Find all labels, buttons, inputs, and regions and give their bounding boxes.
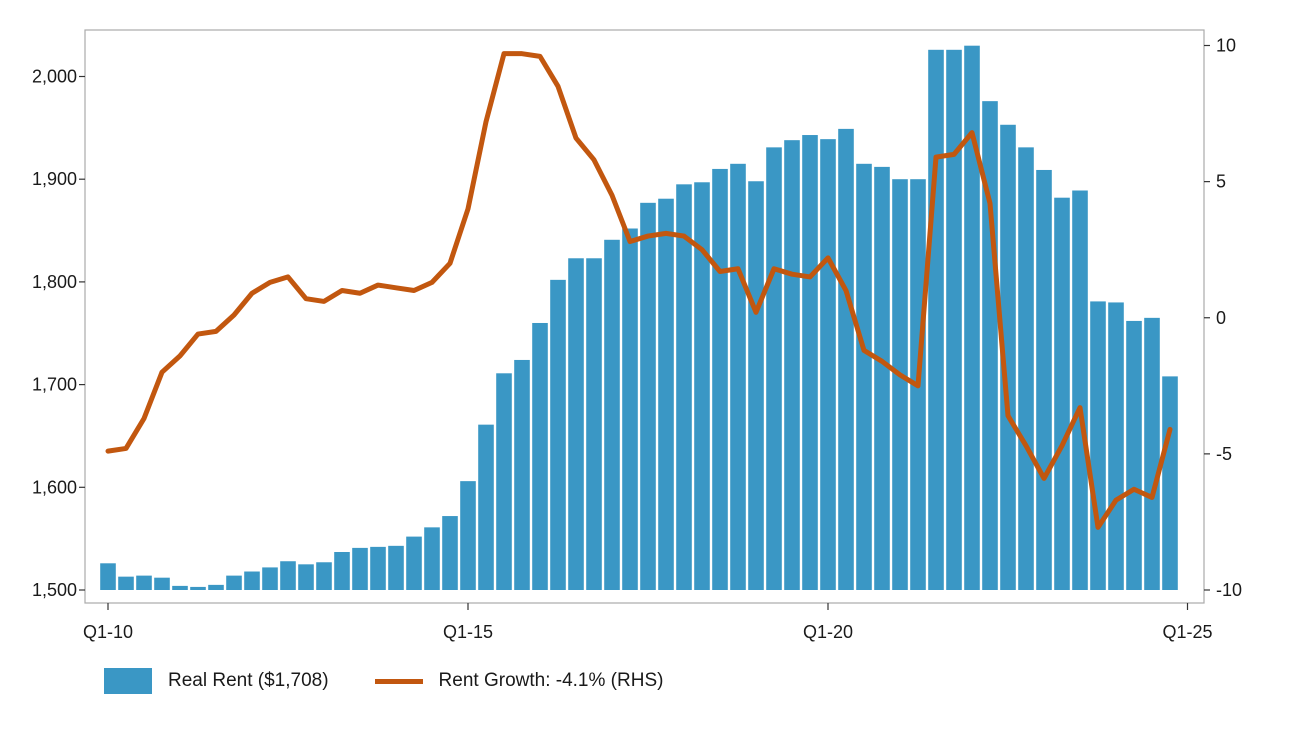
bar	[172, 585, 188, 590]
bar	[1108, 302, 1124, 590]
bar	[424, 527, 440, 590]
bar	[676, 184, 692, 590]
bar	[658, 198, 674, 590]
bar	[874, 166, 890, 590]
bar	[262, 567, 278, 590]
x-tick-label: Q1-20	[803, 622, 853, 642]
legend-item-real-rent: Real Rent ($1,708)	[104, 668, 329, 694]
bar	[118, 576, 134, 590]
bar	[856, 163, 872, 591]
bar	[712, 168, 728, 590]
bar	[370, 546, 386, 590]
bar	[334, 552, 350, 590]
left-axis: 1,500 1,600 1,700 1,800 1,900 2,000	[32, 67, 85, 600]
left-tick-label: 1,700	[32, 375, 77, 395]
left-tick-label: 1,800	[32, 272, 77, 292]
right-tick-label: 0	[1216, 308, 1226, 328]
x-tick-label: Q1-25	[1162, 622, 1212, 642]
bar	[838, 128, 854, 590]
bar	[316, 562, 332, 590]
bar	[730, 163, 746, 591]
left-tick-label: 1,900	[32, 169, 77, 189]
bar	[1072, 190, 1088, 590]
bar	[514, 359, 530, 590]
plot-frame	[84, 29, 1205, 604]
bar	[478, 424, 494, 590]
bar	[1036, 169, 1052, 590]
bar	[298, 564, 314, 590]
bar	[820, 139, 836, 590]
chart: 1,500 1,600 1,700 1,800 1,900 2,000 -10 -5 0 5 10…	[32, 29, 1242, 642]
legend-label-rent-growth: Rent Growth: -4.1% (RHS)	[438, 670, 664, 691]
legend: Real Rent ($1,708) Rent Growth: -4.1% (R…	[104, 668, 709, 694]
right-axis: -10 -5 0 5 10	[1204, 36, 1242, 600]
bar	[640, 202, 656, 590]
legend-swatch-line	[374, 678, 423, 684]
bar	[226, 575, 242, 590]
bar	[460, 481, 476, 590]
x-axis: Q1-10 Q1-15 Q1-20 Q1-25	[83, 603, 1213, 642]
left-tick-label: 2,000	[32, 67, 77, 87]
bar	[1144, 317, 1160, 590]
bar	[568, 258, 584, 590]
bar	[154, 577, 170, 590]
left-tick-label: 1,600	[32, 477, 77, 497]
right-tick-label: -10	[1216, 580, 1242, 600]
right-tick-label: 5	[1216, 172, 1226, 192]
bar	[388, 545, 404, 590]
bar	[190, 586, 206, 590]
bar	[694, 182, 710, 590]
bar	[748, 181, 764, 590]
rent-growth-line	[105, 51, 1173, 530]
bar	[1054, 197, 1070, 590]
left-tick-label: 1,500	[32, 580, 77, 600]
bar	[208, 584, 224, 590]
bar	[784, 140, 800, 591]
bar	[496, 373, 512, 590]
bar	[766, 147, 782, 591]
bar	[406, 536, 422, 590]
bar	[136, 575, 152, 590]
bar	[532, 322, 548, 590]
bar	[244, 571, 260, 590]
right-tick-label: -5	[1216, 444, 1232, 464]
bar	[928, 49, 944, 591]
bar	[946, 49, 962, 591]
bar	[892, 179, 908, 590]
bar	[1090, 301, 1106, 590]
bar	[1000, 124, 1016, 591]
x-tick-label: Q1-15	[443, 622, 493, 642]
x-tick-label: Q1-10	[83, 622, 133, 642]
bar	[352, 547, 368, 590]
bar	[622, 228, 638, 590]
bar	[1018, 147, 1034, 591]
bar	[802, 135, 818, 591]
bar	[1162, 376, 1178, 590]
legend-label-real-rent: Real Rent ($1,708)	[168, 670, 329, 691]
bar	[280, 561, 296, 590]
bar	[604, 239, 620, 591]
bar	[964, 45, 980, 590]
legend-swatch-bar	[104, 668, 152, 694]
legend-item-rent-growth: Rent Growth: -4.1% (RHS)	[374, 670, 664, 692]
bar-series	[100, 45, 1178, 591]
bar	[586, 258, 602, 590]
line-series	[105, 51, 1173, 530]
bar	[550, 279, 566, 590]
bar	[100, 563, 116, 590]
bar	[1126, 320, 1142, 590]
right-tick-label: 10	[1216, 36, 1236, 56]
bar	[442, 516, 458, 590]
